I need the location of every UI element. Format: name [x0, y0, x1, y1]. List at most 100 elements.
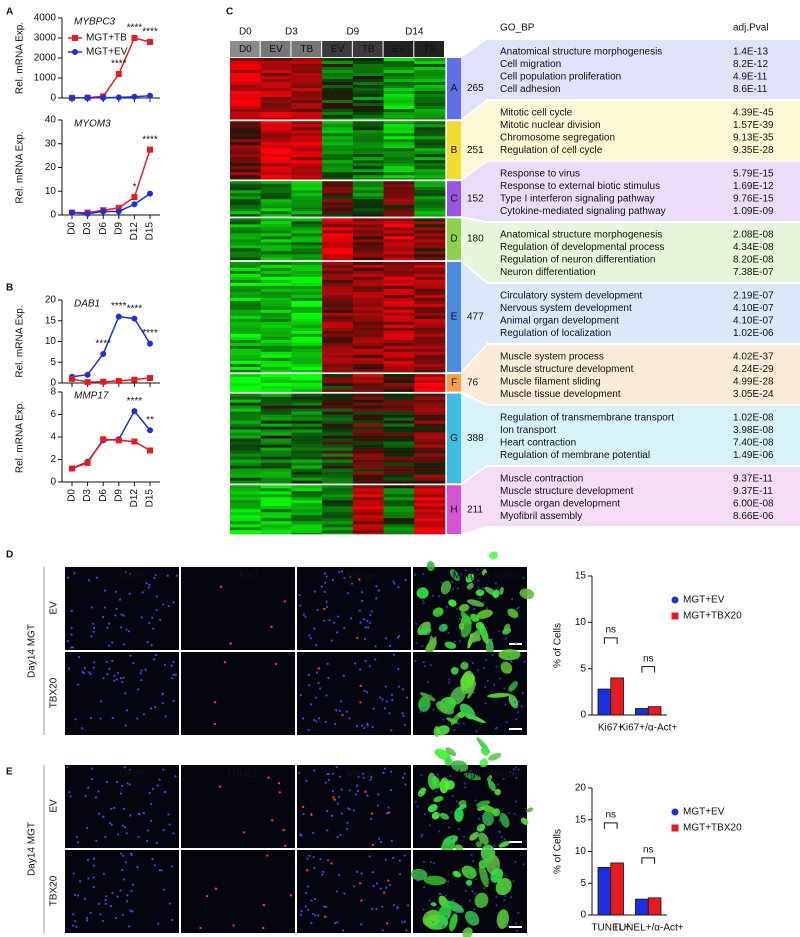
nucleus — [360, 872, 363, 875]
heatmap-cell — [322, 190, 354, 194]
heatmap-cell — [383, 500, 415, 504]
heatmap-cell — [414, 506, 446, 510]
nucleus — [456, 587, 459, 590]
heatmap-cell — [230, 133, 262, 137]
heatmap-cell — [291, 291, 323, 296]
go-box — [487, 406, 800, 465]
heatmap-cell — [383, 154, 415, 158]
heatmap-cell — [291, 227, 323, 231]
heatmap-cell — [383, 462, 415, 466]
heatmap-cell — [260, 468, 292, 472]
nucleus — [67, 667, 71, 670]
heatmap-cell — [414, 393, 446, 397]
nucleus — [150, 707, 153, 710]
nucleus — [114, 590, 117, 593]
heatmap-cell — [230, 199, 262, 203]
heatmap-cell — [291, 236, 323, 240]
heatmap-cell — [291, 103, 323, 107]
heatmap-cell — [230, 103, 262, 107]
positive-cell — [278, 791, 281, 794]
nucleus — [475, 730, 478, 733]
heatmap-cell — [260, 261, 292, 266]
nucleus — [421, 644, 424, 647]
nucleus — [355, 725, 359, 728]
heatmap-cell — [414, 236, 446, 240]
heatmap-cell — [414, 160, 446, 164]
heatmap-cell — [414, 435, 446, 439]
nucleus — [348, 717, 351, 720]
nucleus — [94, 796, 98, 799]
y-tick-label: 6 — [50, 409, 56, 420]
cell — [441, 840, 456, 852]
heatmap-cell — [352, 405, 384, 409]
heatmap-cell — [352, 351, 384, 356]
nucleus — [86, 919, 89, 922]
heatmap-cell — [230, 160, 262, 164]
heatmap-cell — [291, 333, 323, 338]
nucleus — [92, 885, 95, 889]
heatmap-cell — [322, 506, 354, 510]
nucleus — [483, 887, 486, 890]
heatmap-cell — [230, 306, 262, 311]
nucleus — [326, 829, 329, 832]
heatmap-cell — [383, 76, 415, 80]
heatmap-cell — [291, 91, 323, 95]
heatmap-cell — [230, 485, 262, 489]
heatmap-cell — [383, 139, 415, 143]
heatmap-cell — [260, 417, 292, 421]
heatmap-cell — [352, 414, 384, 418]
heatmap-cell — [260, 211, 292, 215]
nucleus — [117, 833, 120, 836]
heatmap-cell — [322, 248, 354, 252]
nucleus — [162, 768, 165, 771]
nucleus — [146, 829, 150, 832]
heatmap-cell — [230, 100, 262, 104]
heatmap-cell — [383, 276, 415, 281]
heatmap-cell — [352, 303, 384, 308]
heatmap-column-label: EV — [331, 44, 345, 55]
heatmap-cell — [230, 333, 262, 338]
nucleus — [348, 789, 351, 792]
heatmap-cell — [291, 193, 323, 197]
heatmap-cell — [383, 242, 415, 246]
heatmap-cell — [414, 423, 446, 427]
heatmap-column-header — [414, 41, 444, 57]
nucleus — [123, 826, 127, 829]
heatmap-cell — [291, 351, 323, 356]
heatmap-cell — [291, 318, 323, 323]
y-tick-label: 2 — [50, 454, 56, 465]
heatmap-cell — [230, 450, 262, 454]
heatmap-cell — [322, 408, 354, 412]
nucleus — [387, 806, 390, 809]
heatmap-cell — [230, 506, 262, 510]
heatmap-cell — [260, 154, 292, 158]
heatmap-cell — [352, 426, 384, 430]
positive-cell — [341, 713, 344, 717]
heatmap-cell — [260, 450, 292, 454]
heatmap-cell — [322, 374, 354, 378]
heatmap-cell — [383, 521, 415, 525]
positive-cell — [358, 882, 362, 885]
cell — [520, 817, 529, 825]
nucleus — [75, 925, 78, 928]
nucleus — [72, 913, 75, 916]
heatmap-cell — [383, 459, 415, 463]
heatmap-cell — [352, 61, 384, 65]
heatmap-cell — [414, 73, 446, 77]
heatmap-cell — [291, 133, 323, 137]
heatmap-cell — [414, 377, 446, 381]
nucleus — [308, 854, 311, 857]
heatmap-cell — [260, 518, 292, 522]
heatmap-cell — [352, 160, 384, 164]
chart-title: DAB1 — [74, 299, 100, 310]
heatmap-cell — [291, 127, 323, 131]
go-term: Type I interferon signaling pathway — [500, 194, 655, 205]
x-tick-label: D6 — [98, 222, 109, 235]
heatmap-cell — [230, 408, 262, 412]
heatmap-cell — [291, 190, 323, 194]
connector — [461, 393, 487, 484]
nucleus — [126, 782, 129, 785]
positive-cell — [199, 926, 202, 930]
heatmap-cell — [383, 447, 415, 451]
heatmap-cell — [260, 438, 292, 442]
